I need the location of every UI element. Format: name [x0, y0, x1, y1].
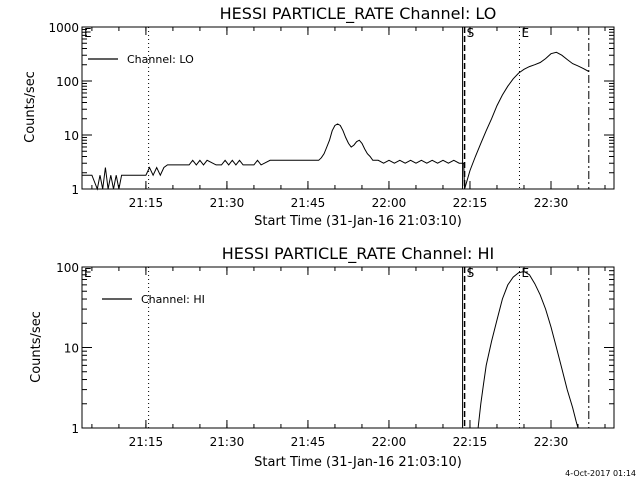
x-tick-label: 21:15 — [129, 196, 164, 210]
legend-entry: Channel: HI — [141, 293, 205, 306]
axis-ticks: 21:15 21:30 21:45 22:00 22:15 22:30 1 10 100 — [56, 261, 614, 449]
y-tick-label: 1000 — [48, 21, 79, 35]
event-marker-label: S — [467, 26, 475, 40]
series-line-lo — [82, 51, 590, 191]
x-tick-label: 22:15 — [453, 435, 488, 449]
y-tick-label: 10 — [64, 129, 79, 143]
event-marker-label: E — [84, 26, 92, 40]
x-tick-label: 21:30 — [210, 196, 245, 210]
y-tick-label: 100 — [56, 261, 79, 275]
x-axis-label: Start Time (31-Jan-16 21:03:10) — [254, 455, 462, 470]
legend-entry: Channel: LO — [127, 53, 194, 66]
y-tick-label: 100 — [56, 75, 79, 89]
x-tick-label: 22:00 — [372, 196, 407, 210]
axis-ticks: 21:15 21:30 21:45 22:00 22:15 22:30 1 10 100 1000 — [48, 21, 614, 210]
x-tick-label: 22:30 — [534, 196, 569, 210]
x-tick-label: 22:00 — [372, 435, 407, 449]
footer-timestamp: 4-Oct-2017 01:14 — [565, 469, 636, 478]
x-tick-label: 21:30 — [210, 435, 245, 449]
event-marker-label: E — [521, 26, 529, 40]
event-marker-label: E — [84, 266, 92, 280]
x-tick-label: 21:45 — [291, 196, 326, 210]
y-tick-label: 10 — [64, 342, 79, 356]
x-tick-label: 22:15 — [453, 196, 488, 210]
panel-hi: HESSI PARTICLE_RATE Channel: HI Counts/s… — [29, 244, 615, 470]
x-axis-label: Start Time (31-Jan-16 21:03:10) — [254, 214, 462, 229]
plot-frame — [81, 266, 615, 429]
y-axis-label: Counts/sec — [23, 71, 38, 143]
x-tick-label: 22:30 — [534, 435, 569, 449]
y-tick-label: 1 — [71, 183, 79, 197]
chart-title: HESSI PARTICLE_RATE Channel: HI — [222, 244, 495, 264]
x-tick-label: 21:15 — [129, 435, 164, 449]
chart-title: HESSI PARTICLE_RATE Channel: LO — [220, 4, 497, 24]
y-tick-label: 1 — [71, 422, 79, 436]
x-tick-label: 21:45 — [291, 435, 326, 449]
event-marker-label: E — [521, 266, 529, 280]
panel-lo: HESSI PARTICLE_RATE Channel: LO Counts/s… — [23, 4, 615, 229]
series-line-hi — [477, 270, 579, 429]
event-marker-label: S — [467, 266, 475, 280]
y-axis-label: Counts/sec — [29, 311, 44, 383]
plot-frame — [81, 26, 615, 190]
